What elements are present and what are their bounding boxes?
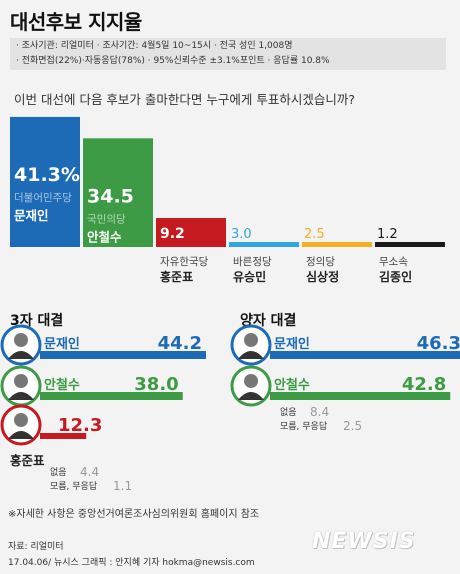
other-value-none: 8.4 <box>310 405 329 419</box>
survey-info-line-2: · 전화면접(22%)·자동응답(78%) · 95%신뢰수준 ±3.1%포인트… <box>16 56 330 66</box>
value-label-문재인: 41.3% <box>14 164 80 186</box>
avatar-head-문재인 <box>14 333 28 347</box>
party-label-문재인: 더불어민주당 <box>14 192 72 204</box>
name-label-홍준표: 홍준표 <box>160 269 193 284</box>
survey-info-line-1: · 조사기관: 리얼미터 · 조사기간: 4월5일 10~15시 · 전국 성인… <box>16 41 293 51</box>
bar-홍준표 <box>156 218 226 247</box>
other-label-unknown: 모름, 무응답 <box>280 420 327 432</box>
other-value-none: 4.4 <box>80 465 99 479</box>
bar-문재인 <box>40 351 206 359</box>
avatar-head-안철수 <box>244 374 258 388</box>
bar-문재인 <box>270 351 460 359</box>
survey-question: 이번 대선에 다음 후보가 출마한다면 누구에게 투표하시겠습니까? <box>14 92 355 107</box>
value-label-김종인: 1.2 <box>377 227 398 242</box>
avatar-body-안철수 <box>238 392 264 400</box>
survey-info-box: · 조사기관: 리얼미터 · 조사기간: 4월5일 10~15시 · 전국 성인… <box>10 38 446 70</box>
avatar-body-홍준표 <box>8 431 34 439</box>
bar-안철수 <box>40 392 183 400</box>
bar-홍준표 <box>40 433 87 439</box>
party-label-안철수: 국민의당 <box>87 213 126 225</box>
other-value-unknown: 2.5 <box>343 419 362 433</box>
party-label-심상정: 정의당 <box>306 256 335 268</box>
value-label-안철수: 38.0 <box>134 374 178 395</box>
bar-문재인 <box>10 116 80 247</box>
avatar-head-안철수 <box>14 374 28 388</box>
value-label-문재인: 46.3 <box>417 333 460 354</box>
avatar-body-문재인 <box>238 351 264 359</box>
bar-유승민 <box>229 242 299 247</box>
avatar-body-안철수 <box>8 392 34 400</box>
footnote: ※자세한 사항은 중앙선거여론조사심의위원회 홈페이지 참조 <box>8 509 260 520</box>
other-value-unknown: 1.1 <box>113 479 132 493</box>
other-label-none: 없음 <box>50 467 67 478</box>
credit: 17.04.06/ 뉴시스 그래픽 : 안지혜 기자 hokma@newsis.… <box>8 558 255 568</box>
bar-김종인 <box>375 242 445 247</box>
name-label-문재인: 문재인 <box>14 208 49 223</box>
avatar-head-홍준표 <box>14 413 28 427</box>
name-label-문재인: 문재인 <box>44 336 80 352</box>
other-label-unknown: 모름, 무응답 <box>50 480 97 492</box>
party-label-김종인: 무소속 <box>379 256 408 268</box>
value-label-안철수: 34.5 <box>87 185 134 207</box>
name-label-김종인: 김종인 <box>379 269 412 284</box>
value-label-홍준표: 12.3 <box>58 415 102 436</box>
name-label-안철수: 안철수 <box>274 377 310 393</box>
value-label-안철수: 42.8 <box>402 374 446 395</box>
source: 자료: 리얼미터 <box>8 542 64 552</box>
bar-심상정 <box>302 242 372 247</box>
other-label-none: 없음 <box>280 407 297 418</box>
name-label-유승민: 유승민 <box>233 269 266 284</box>
page-title: 대선후보 지지율 <box>10 10 142 34</box>
name-label-심상정: 심상정 <box>306 269 339 284</box>
name-label-홍준표: 홍준표 <box>10 453 45 468</box>
name-label-안철수: 안철수 <box>44 377 80 393</box>
party-label-홍준표: 자유한국당 <box>160 256 209 268</box>
bar-안철수 <box>83 138 153 247</box>
name-label-문재인: 문재인 <box>274 336 310 352</box>
name-label-안철수: 안철수 <box>87 229 122 244</box>
avatar-head-문재인 <box>244 333 258 347</box>
value-label-문재인: 44.2 <box>158 333 202 354</box>
value-label-홍준표: 9.2 <box>160 226 185 242</box>
value-label-유승민: 3.0 <box>231 227 252 242</box>
value-label-심상정: 2.5 <box>304 227 325 242</box>
avatar-body-문재인 <box>8 351 34 359</box>
newsis-logo: NEWSIS <box>312 529 416 554</box>
party-label-유승민: 바른정당 <box>233 256 272 268</box>
bar-안철수 <box>270 392 451 400</box>
